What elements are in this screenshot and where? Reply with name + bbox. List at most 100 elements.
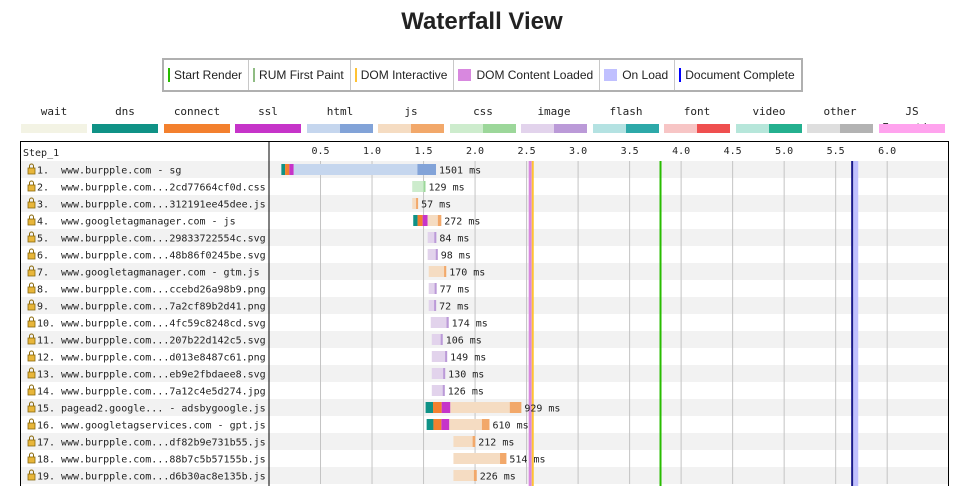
download-bar [435,283,437,294]
tick-label: 5.5 [827,146,845,157]
lock-icon [28,202,35,208]
resource-type-swatch [736,124,802,133]
request-number: 8. [37,285,49,296]
request-url[interactable]: www.burpple.com...ccebd26a98b9.png [61,285,266,296]
tick-label: 4.0 [672,146,690,157]
request-duration: 98 ms [441,251,471,262]
resource-type-flash: flash [593,104,659,133]
request-url[interactable]: pagead2.google... - adsbygoogle.js [61,404,266,415]
legend-item-dom-interactive: DOM Interactive [351,60,455,90]
lock-icon [28,321,35,327]
download-bar [434,300,436,311]
request-url[interactable]: www.burpple.com...29833722554c.svg [61,234,266,245]
request-url[interactable]: www.burpple.com...d013e8487c61.png [61,353,266,364]
page-title: Waterfall View [0,8,964,36]
resource-type-label: html [307,104,373,120]
download-bar [447,317,449,328]
request-number: 3. [37,200,49,211]
request-url[interactable]: www.googletagmanager.com - gtm.js [61,268,260,279]
download-bar [445,351,447,362]
lock-icon [28,338,35,344]
resource-type-other: other [807,104,873,133]
resource-type-label: wait [21,104,87,120]
request-duration: 226 ms [480,472,516,483]
resource-type-connect: connect [164,104,230,133]
request-url[interactable]: www.burpple.com...4fc59c8248cd.svg [61,319,266,330]
request-url[interactable]: www.googletagmanager.com - js [61,217,236,228]
request-url[interactable]: www.burpple.com...2cd77664cf0d.css [61,183,266,194]
request-duration: 1501 ms [439,166,481,177]
lock-icon [28,474,35,480]
legend-item-on-load: On Load [600,60,675,90]
request-url[interactable]: www.burpple.com...48b86f0245be.svg [61,251,266,262]
request-url[interactable]: www.googletagservices.com - gpt.js [61,421,266,432]
download-bar [436,249,438,260]
lock-icon [28,423,35,429]
request-number: 2. [37,183,49,194]
legend-label: RUM First Paint [259,68,344,82]
download-bar [473,436,476,447]
request-duration: 174 ms [452,319,488,330]
resource-type-js-execution: JS Execution [879,104,945,133]
legend-item-rum-first-paint: RUM First Paint [249,60,351,90]
step-label: Step_1 [23,148,59,159]
tick-label: 4.5 [724,146,742,157]
legend-swatch [604,69,617,81]
resource-type-wait: wait [21,104,87,133]
request-url[interactable]: www.burpple.com...df82b9e731b55.js [61,438,266,449]
request-number: 16. [37,421,55,432]
on-load-marker [853,161,858,486]
request-duration: 126 ms [448,387,484,398]
resource-type-css: css [450,104,516,133]
request-number: 19. [37,472,55,483]
legend-label: On Load [622,68,668,82]
request-url[interactable]: www.burpple.com...7a2cf89b2d41.png [61,302,266,313]
request-url[interactable]: www.burpple.com...88b7c5b57155b.js [61,455,266,466]
request-number: 5. [37,234,49,245]
request-duration: 212 ms [478,438,514,449]
lock-icon [28,304,35,310]
lock-icon [28,355,35,361]
request-url[interactable]: www.burpple.com...312191ee45dee.js [61,200,266,211]
download-bar [444,266,446,277]
download-bar [474,470,477,481]
resource-type-label: css [450,104,516,120]
download-bar [416,198,418,209]
tick-label: 2.0 [466,146,484,157]
legend-swatch [458,69,471,81]
request-url[interactable]: www.burpple.com...207b22d142c5.svg [61,336,266,347]
request-duration: 929 ms [524,404,560,415]
legend-swatch [168,68,170,82]
resource-type-label: ssl [235,104,301,120]
legend-swatch [355,68,357,82]
lock-icon [28,270,35,276]
request-url[interactable]: www.burpple.com...eb9e2fbdaee8.svg [61,370,266,381]
download-bar [441,334,443,345]
request-url[interactable]: www.burpple.com...7a12c4e5d274.jpg [61,387,266,398]
tick-label: 2.5 [518,146,536,157]
lock-icon [28,406,35,412]
lock-icon [28,457,35,463]
request-bar [453,436,475,447]
legend-label: DOM Interactive [361,68,448,82]
request-number: 13. [37,370,55,381]
request-number: 12. [37,353,55,364]
resource-type-swatch [378,124,444,133]
request-number: 7. [37,268,49,279]
legend-label: DOM Content Loaded [476,68,593,82]
lock-icon [28,253,35,259]
request-bar [431,317,449,328]
download-bar [434,232,436,243]
resource-type-label: js [378,104,444,120]
download-bar [424,181,426,192]
request-url[interactable]: www.burpple.com - sg [61,166,181,177]
resource-type-swatch [807,124,873,133]
resource-type-font: font [664,104,730,133]
resource-type-label: dns [92,104,158,120]
request-number: 1. [37,166,49,177]
download-bar [443,368,445,379]
request-duration: 77 ms [440,285,470,296]
request-url[interactable]: www.burpple.com...d6b30ac8e135b.js [61,472,266,483]
legend-item-document-complete: Document Complete [675,60,800,90]
